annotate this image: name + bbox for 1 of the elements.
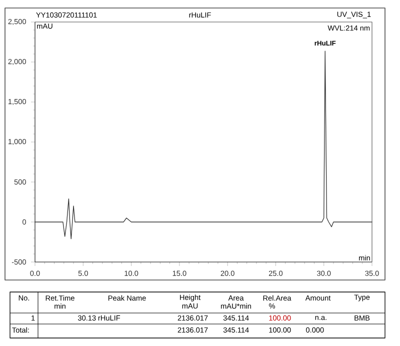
line-series (34, 50, 372, 240)
